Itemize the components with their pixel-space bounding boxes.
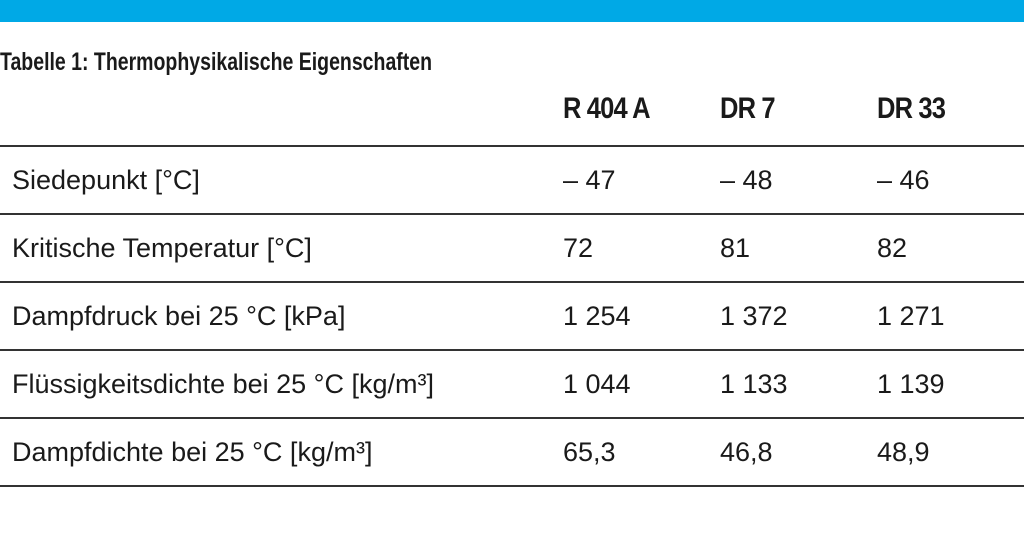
- cell-value: 72: [563, 233, 594, 263]
- row-label: Siedepunkt [°C]: [12, 165, 200, 195]
- row-label: Flüssigkeitsdichte bei 25 °C [kg/m³]: [12, 369, 434, 399]
- cell-value: 82: [877, 233, 908, 263]
- column-header: DR 7: [720, 92, 776, 125]
- row-label: Dampfdichte bei 25 °C [kg/m³]: [12, 437, 373, 467]
- cell-value: 1 372: [720, 301, 788, 331]
- column-header: DR 33: [877, 92, 946, 125]
- top-bar: [0, 0, 1024, 22]
- cell-value: 1 254: [563, 301, 631, 331]
- cell-value: 1 133: [720, 369, 788, 399]
- row-divider: [0, 145, 1024, 147]
- cell-value: 1 044: [563, 369, 631, 399]
- cell-value: 1 139: [877, 369, 945, 399]
- cell-value: – 46: [877, 165, 930, 195]
- table-title: Tabelle 1: Thermophysikalische Eigenscha…: [0, 48, 433, 76]
- cell-value: 46,8: [720, 437, 773, 467]
- row-divider: [0, 417, 1024, 419]
- row-label: Kritische Temperatur [°C]: [12, 233, 312, 263]
- row-divider: [0, 349, 1024, 351]
- row-divider: [0, 485, 1024, 487]
- cell-value: 65,3: [563, 437, 616, 467]
- row-label: Dampfdruck bei 25 °C [kPa]: [12, 301, 346, 331]
- row-divider: [0, 281, 1024, 283]
- row-divider: [0, 213, 1024, 215]
- cell-value: – 47: [563, 165, 616, 195]
- cell-value: 1 271: [877, 301, 945, 331]
- cell-value: – 48: [720, 165, 773, 195]
- cell-value: 48,9: [877, 437, 930, 467]
- column-header: R 404 A: [563, 92, 651, 125]
- cell-value: 81: [720, 233, 751, 263]
